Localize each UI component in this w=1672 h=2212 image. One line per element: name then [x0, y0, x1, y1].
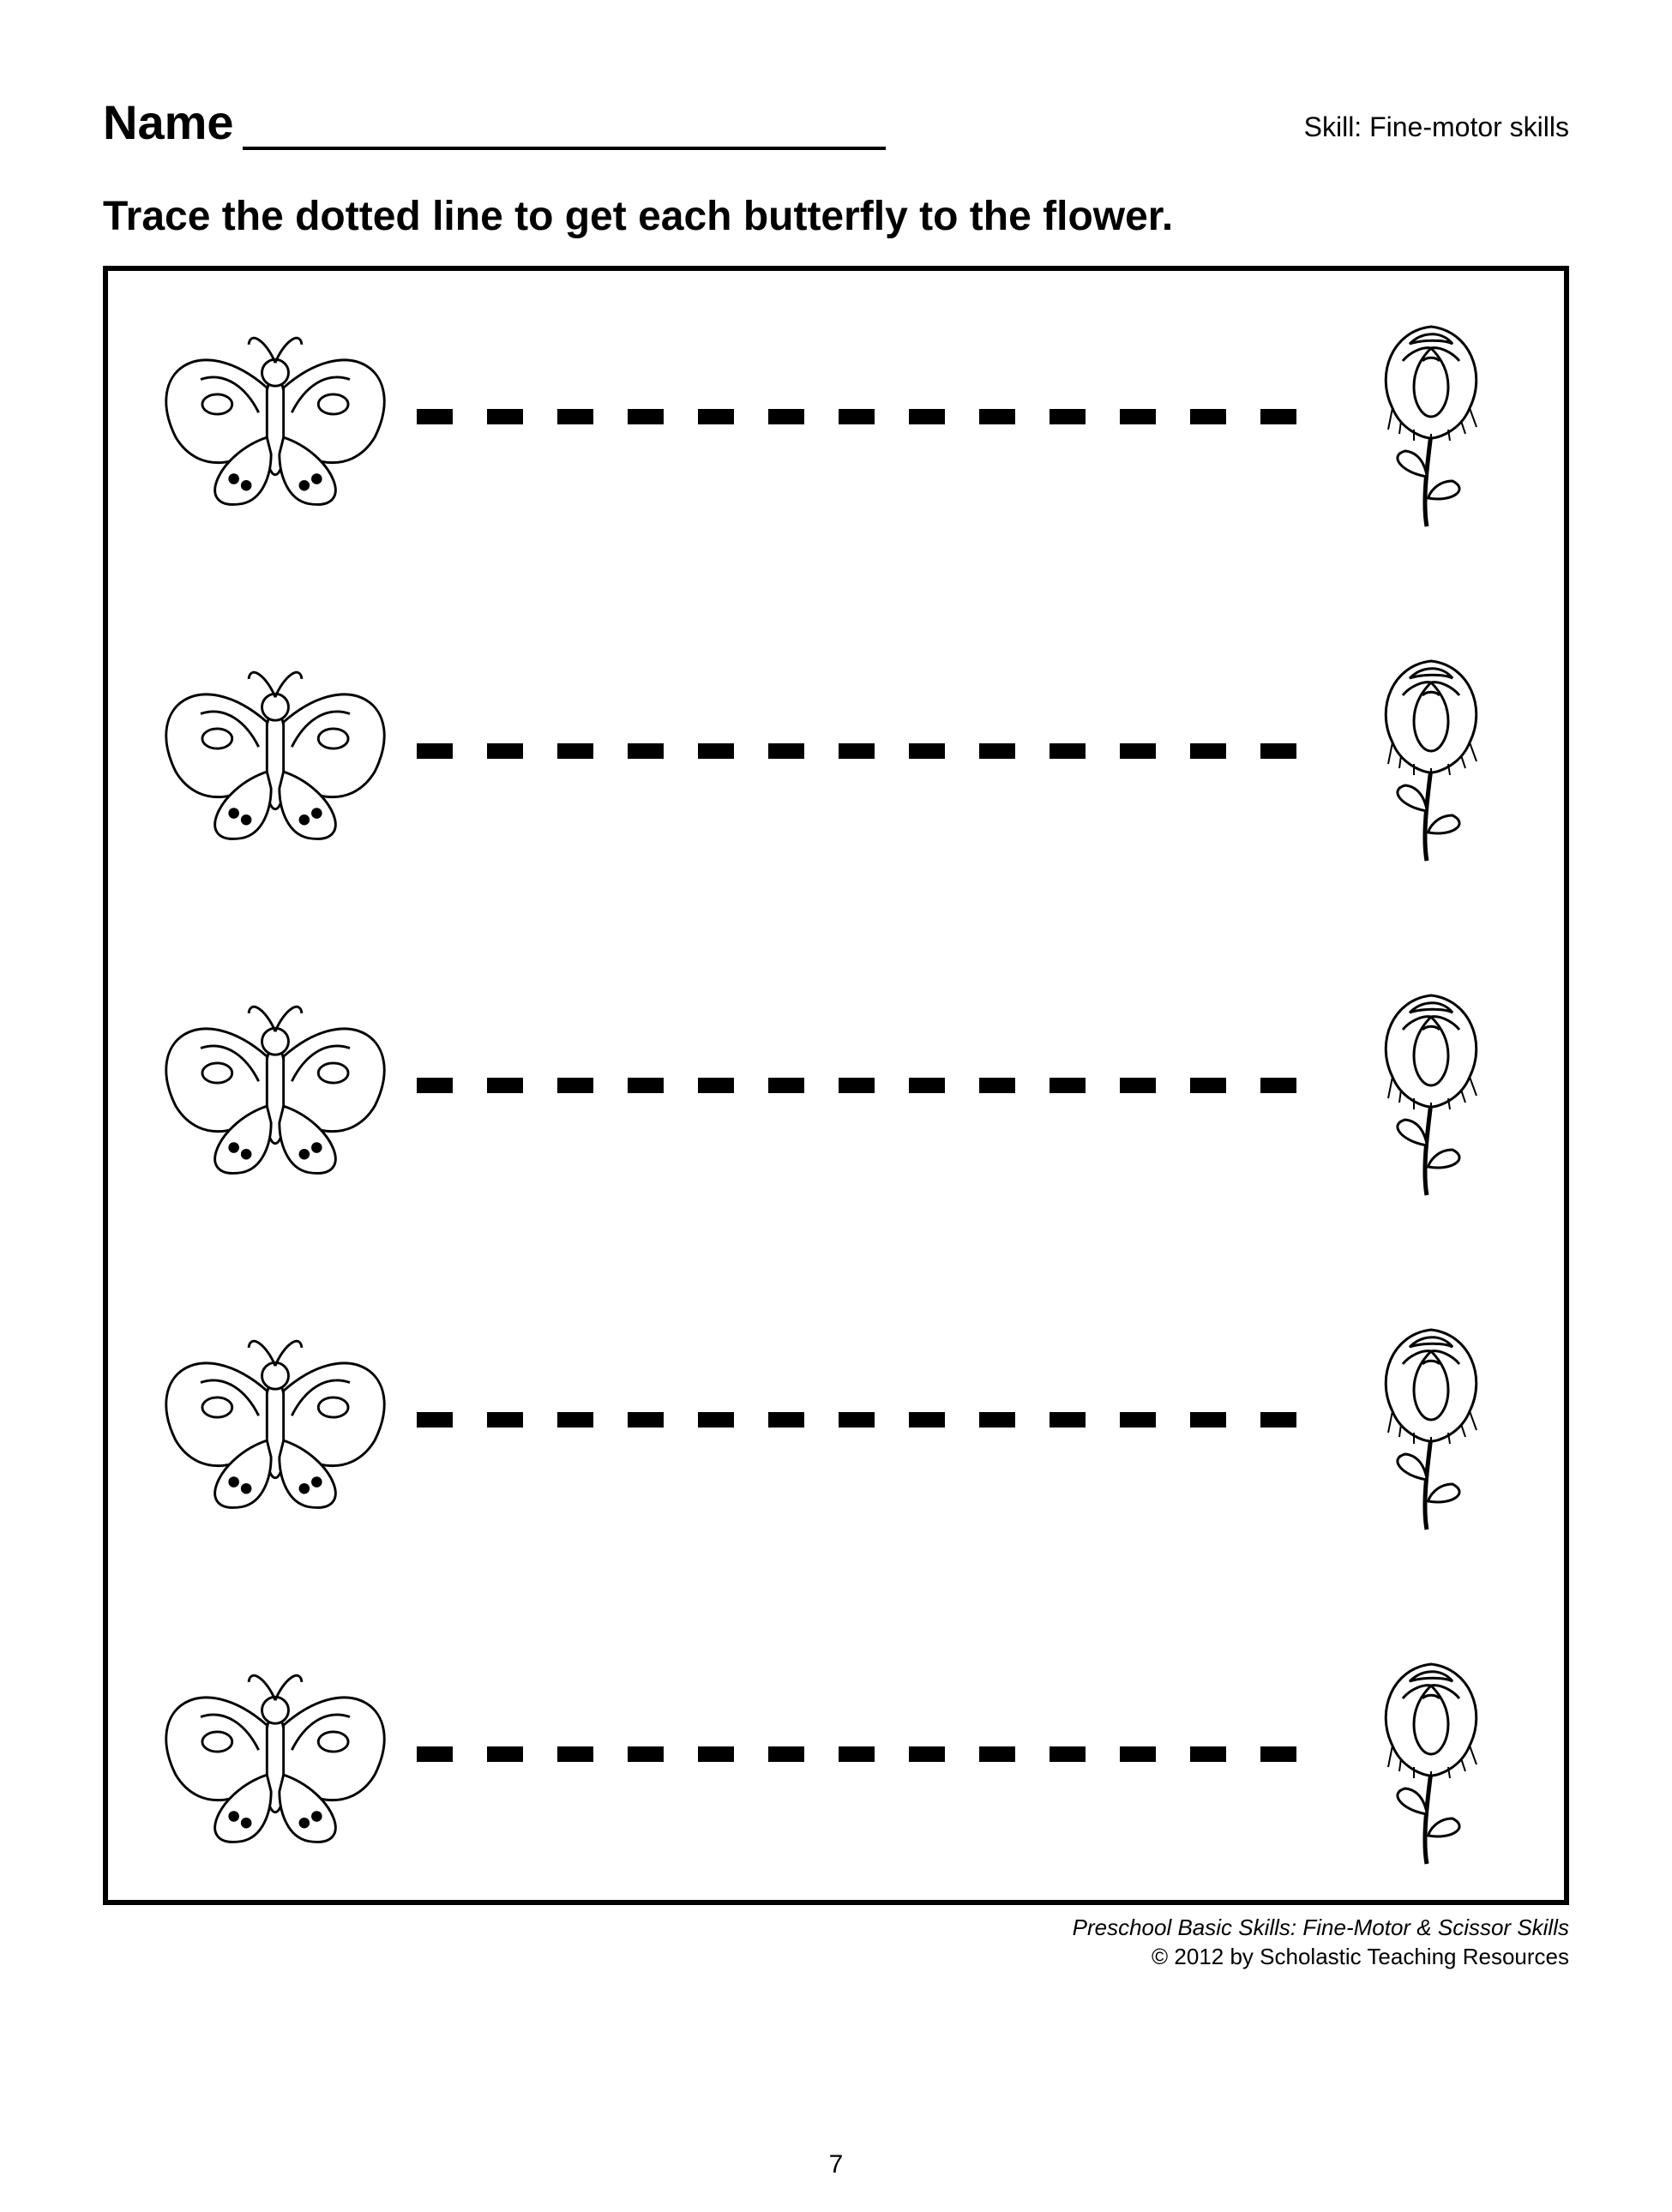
trace-row	[151, 974, 1521, 1197]
name-input-line[interactable]	[243, 102, 886, 150]
credits: Preschool Basic Skills: Fine-Motor & Sci…	[1073, 1914, 1569, 1972]
instruction-text: Trace the dotted line to get each butter…	[103, 193, 1569, 240]
book-title: Preschool Basic Skills: Fine-Motor & Sci…	[1073, 1914, 1569, 1943]
trace-row	[151, 1643, 1521, 1866]
name-label: Name	[103, 94, 234, 150]
butterfly-icon	[151, 1656, 400, 1853]
name-block: Name	[103, 94, 886, 150]
trace-line[interactable]	[417, 409, 1324, 424]
trace-line[interactable]	[417, 1746, 1324, 1762]
trace-line[interactable]	[417, 1078, 1324, 1093]
butterfly-icon	[151, 318, 400, 515]
footer: Preschool Basic Skills: Fine-Motor & Sci…	[103, 1914, 1569, 1972]
trace-row	[151, 305, 1521, 528]
worksheet-page: Name Skill: Fine-motor skills Trace the …	[17, 17, 1655, 2212]
trace-row	[151, 640, 1521, 863]
rose-icon	[1341, 1308, 1521, 1531]
butterfly-icon	[151, 652, 400, 850]
trace-line[interactable]	[417, 1412, 1324, 1428]
rose-icon	[1341, 640, 1521, 863]
trace-line[interactable]	[417, 743, 1324, 759]
butterfly-icon	[151, 1321, 400, 1518]
rose-icon	[1341, 305, 1521, 528]
rose-icon	[1341, 974, 1521, 1197]
header-row: Name Skill: Fine-motor skills	[103, 94, 1569, 150]
skill-label: Skill: Fine-motor skills	[1304, 111, 1569, 150]
butterfly-icon	[151, 987, 400, 1184]
page-number: 7	[829, 2150, 844, 2179]
copyright: © 2012 by Scholastic Teaching Resources	[1073, 1943, 1569, 1972]
trace-row	[151, 1308, 1521, 1531]
activity-box	[103, 266, 1569, 1905]
rose-icon	[1341, 1643, 1521, 1866]
